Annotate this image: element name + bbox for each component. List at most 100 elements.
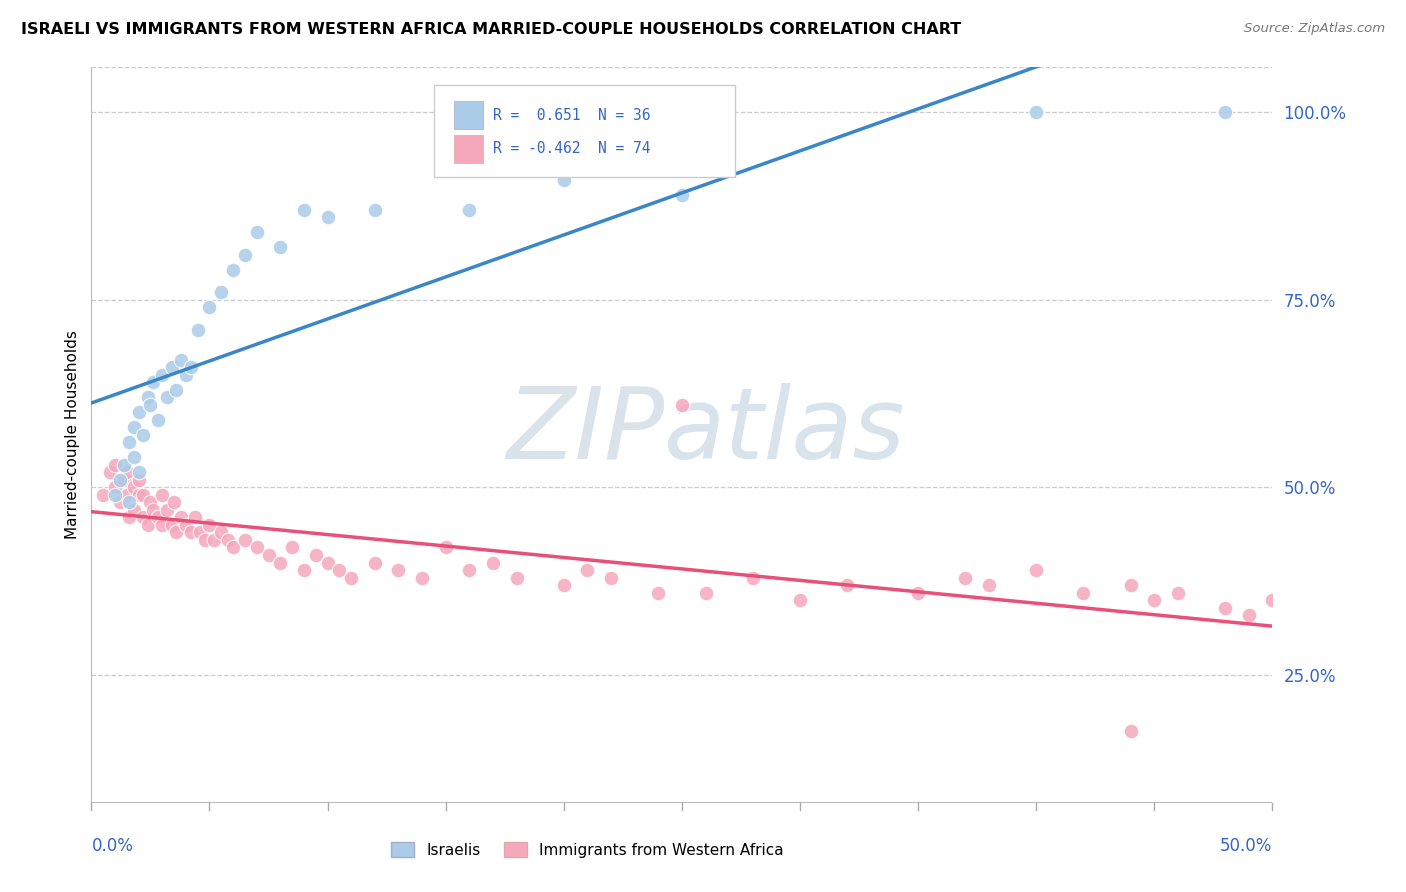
Point [977, 578, 1000, 592]
Point [170, 510, 193, 524]
Point [142, 503, 165, 517]
Point [136, 390, 159, 404]
Point [139, 398, 162, 412]
Text: ISRAELI VS IMMIGRANTS FROM WESTERN AFRICA MARRIED-COUPLE HOUSEHOLDS CORRELATION : ISRAELI VS IMMIGRANTS FROM WESTERN AFRIC… [21, 22, 962, 37]
Point [165, 525, 187, 540]
Point [146, 413, 169, 427]
Point [305, 548, 328, 562]
Point [146, 510, 169, 524]
Point [174, 518, 197, 533]
Point [292, 202, 315, 217]
Point [576, 563, 599, 577]
Point [316, 556, 339, 570]
Point [122, 503, 145, 517]
Point [741, 570, 763, 584]
Point [217, 533, 239, 547]
Point [202, 533, 225, 547]
Point [955, 570, 977, 584]
Point [458, 202, 481, 217]
Point [118, 495, 141, 509]
Point [104, 480, 127, 494]
Point [156, 503, 179, 517]
Point [180, 525, 202, 540]
Point [387, 563, 409, 577]
Point [115, 466, 138, 480]
Point [1213, 600, 1236, 615]
Point [837, 578, 859, 592]
Point [269, 240, 291, 254]
Point [209, 525, 232, 540]
Point [128, 488, 150, 502]
Point [114, 473, 136, 487]
Point [364, 202, 387, 217]
Point [142, 376, 165, 390]
Point [257, 548, 280, 562]
Point [150, 488, 173, 502]
Point [364, 556, 387, 570]
Point [246, 541, 269, 555]
Point [209, 285, 232, 300]
Point [281, 541, 304, 555]
Point [1167, 585, 1189, 599]
Point [108, 473, 131, 487]
Point [198, 300, 221, 314]
Point [434, 541, 457, 555]
Point [163, 495, 186, 509]
Point [91, 488, 114, 502]
FancyBboxPatch shape [454, 135, 484, 162]
Point [170, 352, 193, 367]
Point [907, 585, 929, 599]
Point [1213, 105, 1236, 120]
Point [233, 247, 256, 261]
Point [194, 533, 217, 547]
Point [1025, 563, 1047, 577]
Point [1143, 593, 1166, 607]
Point [458, 563, 481, 577]
Text: 0.0%: 0.0% [91, 837, 134, 855]
Point [553, 578, 575, 592]
Text: atlas: atlas [664, 383, 905, 480]
Point [1025, 105, 1047, 120]
Point [118, 510, 141, 524]
Point [1119, 578, 1142, 592]
Point [160, 518, 183, 533]
Point [136, 518, 159, 533]
Point [115, 488, 138, 502]
Point [482, 556, 505, 570]
Point [114, 458, 136, 472]
Point [122, 420, 145, 434]
Point [198, 518, 221, 533]
Point [222, 262, 245, 277]
Point [269, 556, 291, 570]
Legend: Israelis, Immigrants from Western Africa: Israelis, Immigrants from Western Africa [391, 842, 783, 858]
FancyBboxPatch shape [434, 86, 735, 178]
Point [150, 368, 173, 382]
Point [139, 495, 162, 509]
Point [165, 383, 187, 397]
Point [104, 458, 127, 472]
Point [122, 480, 145, 494]
Point [132, 488, 155, 502]
Point [328, 563, 350, 577]
Point [505, 570, 527, 584]
Point [233, 533, 256, 547]
Point [1073, 585, 1095, 599]
Point [671, 398, 693, 412]
Point [1237, 608, 1260, 623]
Point [122, 450, 145, 465]
Text: Source: ZipAtlas.com: Source: ZipAtlas.com [1244, 22, 1385, 36]
Point [118, 435, 141, 450]
Point [174, 368, 197, 382]
Point [695, 585, 717, 599]
Point [156, 390, 179, 404]
Point [128, 466, 150, 480]
Point [132, 428, 155, 442]
Point [187, 323, 209, 337]
Text: ZIP: ZIP [506, 383, 664, 480]
Point [292, 563, 315, 577]
Point [553, 172, 575, 186]
Point [411, 570, 433, 584]
Point [132, 510, 155, 524]
Point [789, 593, 811, 607]
Point [340, 570, 363, 584]
